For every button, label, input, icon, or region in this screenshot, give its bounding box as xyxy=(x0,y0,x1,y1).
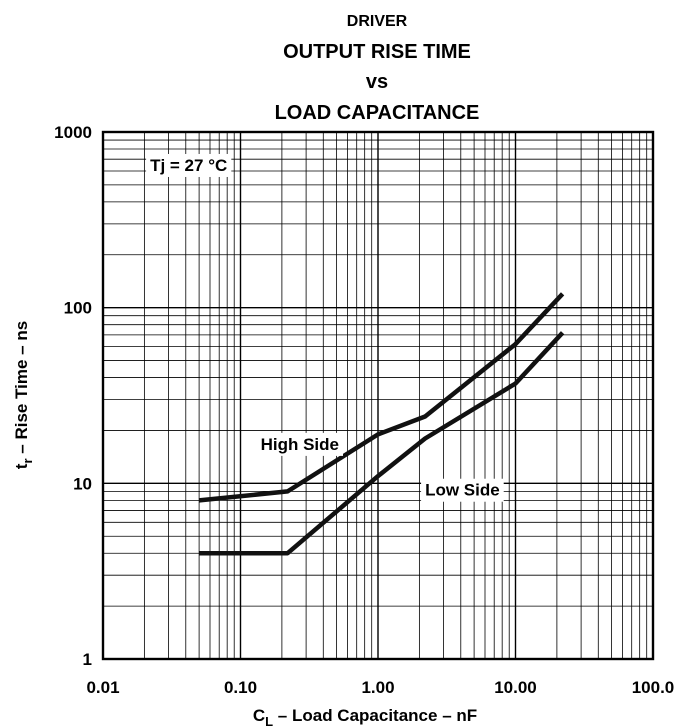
annotation-bg-high-side xyxy=(256,432,343,456)
x-tick-label: 0.10 xyxy=(224,678,257,697)
annotation-high-side: High Side xyxy=(261,435,339,454)
x-axis-label-sub: L xyxy=(265,714,273,728)
title-line-2: OUTPUT RISE TIME xyxy=(283,41,471,63)
y-axis-label-rest: – Rise Time – ns xyxy=(12,321,31,459)
x-tick-label: 1.00 xyxy=(361,678,394,697)
x-axis-ticks: 0.01 0.10 1.00 10.00 100.0 xyxy=(86,678,674,697)
chart-title: DRIVER OUTPUT RISE TIME vs LOAD CAPACITA… xyxy=(275,13,480,124)
y-tick-label: 100 xyxy=(64,299,92,318)
series-line-low-side xyxy=(199,331,565,556)
x-axis-label-rest: – Load Capacitance – nF xyxy=(273,706,477,725)
series xyxy=(198,292,565,556)
x-tick-label: 100.0 xyxy=(632,678,674,697)
annotation-tj-27-c: Tj = 27 °C xyxy=(150,156,227,175)
series-line-high-side xyxy=(198,292,565,503)
x-axis-label-main: C xyxy=(253,706,265,725)
x-tick-label: 10.00 xyxy=(494,678,537,697)
y-tick-label: 10 xyxy=(73,474,92,493)
title-line-4: LOAD CAPACITANCE xyxy=(275,102,480,124)
annotation-bg-low-side xyxy=(421,478,504,502)
y-axis-label: tr – Rise Time – ns xyxy=(12,321,35,469)
annotation-low-side: Low Side xyxy=(425,481,500,500)
annotations: Tj = 27 °C High Side Low Side xyxy=(146,153,504,502)
grid xyxy=(101,130,655,661)
y-tick-label: 1 xyxy=(83,650,92,669)
annotation-bg-tj-27-c xyxy=(146,153,232,177)
plot-frame xyxy=(101,130,655,661)
y-axis-label-main: t xyxy=(12,463,31,469)
y-axis-ticks: 1 10 100 1000 xyxy=(54,123,92,669)
x-tick-label: 0.01 xyxy=(86,678,119,697)
title-line-3: vs xyxy=(366,71,388,93)
x-axis-label: CL – Load Capacitance – nF xyxy=(253,706,477,728)
y-axis-label-sub: r xyxy=(20,458,35,463)
y-tick-label: 1000 xyxy=(54,123,92,142)
title-line-1: DRIVER xyxy=(347,13,408,30)
